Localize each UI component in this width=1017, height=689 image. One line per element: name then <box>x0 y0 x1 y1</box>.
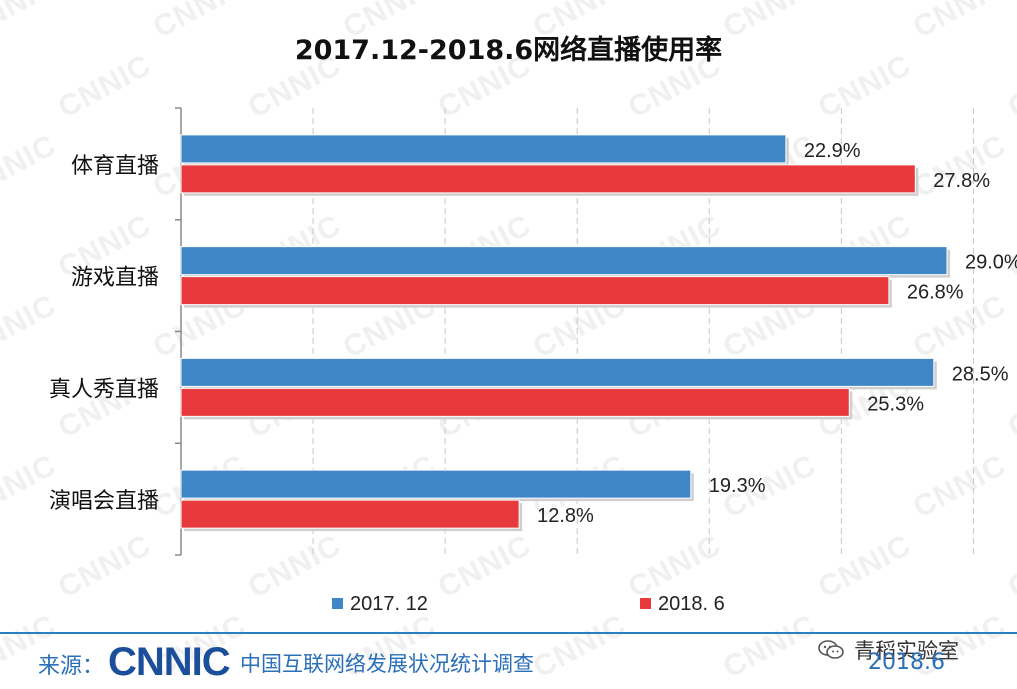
legend-label: 2017. 12 <box>350 593 428 615</box>
data-label: 27.8% <box>933 170 990 192</box>
bar <box>180 276 890 306</box>
data-label: 28.5% <box>952 363 1009 385</box>
bar <box>180 164 916 194</box>
bar <box>180 246 948 276</box>
org-name: 中国互联网络发展状况统计调查 <box>240 652 534 676</box>
chart-title: 2017.12-2018.6网络直播使用率 <box>294 35 723 66</box>
cnnic-logo: CNNIC <box>108 640 231 684</box>
footer-divider <box>0 632 1017 634</box>
data-label: 26.8% <box>907 282 964 304</box>
source-label: 来源： <box>38 654 105 679</box>
category-label: 演唱会直播 <box>49 489 159 514</box>
category-label: 真人秀直播 <box>49 377 159 402</box>
bar <box>180 499 520 529</box>
report-date: 2018.6 <box>868 650 945 675</box>
category-label: 游戏直播 <box>71 266 159 291</box>
data-label: 25.3% <box>867 393 924 415</box>
bar-chart: 体育直播 22.9% 27.8% 游戏直播 29.0%26.8% 真人秀直播 28.5% 25… <box>49 107 1017 615</box>
legend-swatch <box>332 598 343 609</box>
legend-label: 2018. 6 <box>658 593 725 615</box>
bar <box>180 387 850 417</box>
data-label: 12.8% <box>537 505 594 527</box>
bar <box>180 469 692 499</box>
data-label: 29.0% <box>965 252 1017 274</box>
bar <box>180 134 787 164</box>
wechat-name: 青稻实验室 <box>854 639 959 663</box>
category-label: 体育直播 <box>71 154 159 179</box>
wechat-icon <box>818 640 844 660</box>
legend-swatch <box>640 598 651 609</box>
wechat-account: 青稻实验室 <box>818 635 959 665</box>
data-label: 22.9% <box>804 140 861 162</box>
data-label: 19.3% <box>709 475 766 497</box>
bar <box>180 357 935 387</box>
